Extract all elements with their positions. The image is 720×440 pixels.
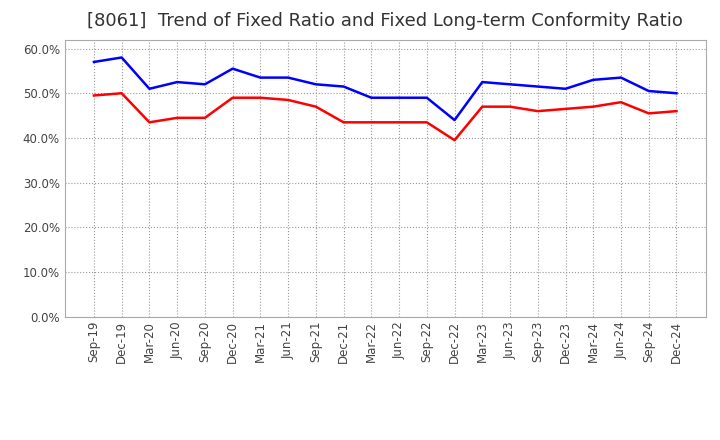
Fixed Ratio [644, 88, 653, 94]
Fixed Ratio [367, 95, 376, 100]
Fixed Long-term Conformity Ratio [589, 104, 598, 109]
Line: Fixed Ratio: Fixed Ratio [94, 58, 677, 120]
Fixed Ratio [228, 66, 237, 71]
Fixed Long-term Conformity Ratio [256, 95, 265, 100]
Fixed Ratio [534, 84, 542, 89]
Fixed Long-term Conformity Ratio [672, 109, 681, 114]
Fixed Ratio [561, 86, 570, 92]
Line: Fixed Long-term Conformity Ratio: Fixed Long-term Conformity Ratio [94, 93, 677, 140]
Fixed Long-term Conformity Ratio [284, 97, 292, 103]
Fixed Ratio [616, 75, 625, 80]
Fixed Long-term Conformity Ratio [145, 120, 154, 125]
Fixed Long-term Conformity Ratio [478, 104, 487, 109]
Fixed Long-term Conformity Ratio [561, 106, 570, 111]
Fixed Ratio [89, 59, 98, 65]
Fixed Ratio [173, 80, 181, 85]
Fixed Long-term Conformity Ratio [395, 120, 403, 125]
Fixed Ratio [312, 82, 320, 87]
Fixed Long-term Conformity Ratio [423, 120, 431, 125]
Fixed Ratio [256, 75, 265, 80]
Fixed Ratio [117, 55, 126, 60]
Title: [8061]  Trend of Fixed Ratio and Fixed Long-term Conformity Ratio: [8061] Trend of Fixed Ratio and Fixed Lo… [87, 12, 683, 30]
Fixed Long-term Conformity Ratio [534, 109, 542, 114]
Fixed Long-term Conformity Ratio [89, 93, 98, 98]
Fixed Long-term Conformity Ratio [228, 95, 237, 100]
Fixed Long-term Conformity Ratio [117, 91, 126, 96]
Fixed Ratio [589, 77, 598, 82]
Fixed Long-term Conformity Ratio [367, 120, 376, 125]
Fixed Long-term Conformity Ratio [644, 111, 653, 116]
Fixed Ratio [145, 86, 154, 92]
Fixed Long-term Conformity Ratio [312, 104, 320, 109]
Fixed Long-term Conformity Ratio [505, 104, 514, 109]
Fixed Long-term Conformity Ratio [616, 99, 625, 105]
Fixed Ratio [672, 91, 681, 96]
Fixed Ratio [450, 117, 459, 123]
Fixed Ratio [284, 75, 292, 80]
Fixed Ratio [505, 82, 514, 87]
Fixed Long-term Conformity Ratio [173, 115, 181, 121]
Fixed Ratio [478, 80, 487, 85]
Fixed Long-term Conformity Ratio [450, 138, 459, 143]
Fixed Ratio [339, 84, 348, 89]
Fixed Ratio [423, 95, 431, 100]
Fixed Ratio [395, 95, 403, 100]
Fixed Ratio [201, 82, 210, 87]
Fixed Long-term Conformity Ratio [339, 120, 348, 125]
Fixed Long-term Conformity Ratio [201, 115, 210, 121]
